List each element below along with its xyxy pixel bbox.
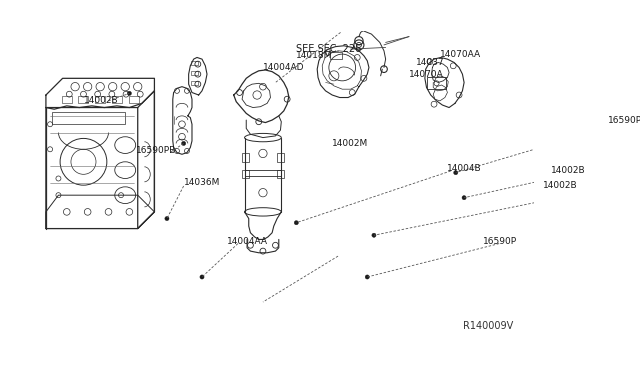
Text: 16590P: 16590P [483, 237, 516, 246]
Circle shape [182, 141, 186, 145]
Text: 16590PB: 16590PB [136, 145, 176, 155]
Text: 14004B: 14004B [447, 164, 481, 173]
Bar [242, 153, 249, 162]
Circle shape [372, 233, 376, 237]
Bar [330, 52, 342, 59]
Bar [95, 96, 105, 103]
Bar [112, 96, 122, 103]
Text: 14004AD: 14004AD [263, 63, 305, 72]
Bar [191, 81, 198, 85]
Text: SEE SEC. 226: SEE SEC. 226 [296, 44, 362, 54]
Circle shape [462, 196, 466, 200]
Text: 14036M: 14036M [184, 178, 220, 187]
Circle shape [200, 275, 204, 279]
Bar [129, 96, 139, 103]
Bar [242, 170, 249, 179]
Text: 16590PA: 16590PA [607, 116, 640, 125]
Text: 14002B: 14002B [543, 181, 577, 190]
Text: R140009V: R140009V [463, 321, 513, 331]
Circle shape [294, 221, 298, 225]
Text: 14002B: 14002B [83, 96, 118, 105]
Bar [191, 61, 198, 65]
Bar [52, 112, 125, 124]
Circle shape [365, 275, 369, 279]
Circle shape [127, 91, 131, 96]
Circle shape [454, 170, 458, 175]
Text: 14002B: 14002B [551, 167, 586, 176]
Text: 14070AA: 14070AA [440, 49, 481, 59]
Text: 14018M: 14018M [296, 51, 333, 60]
Text: 14002M: 14002M [332, 139, 369, 148]
Bar [191, 71, 198, 75]
Text: 14037: 14037 [416, 58, 444, 67]
Text: 14070A: 14070A [409, 70, 444, 78]
Bar [428, 77, 445, 89]
Bar [62, 96, 72, 103]
Bar [79, 96, 88, 103]
Text: 14004AA: 14004AA [227, 237, 268, 246]
Circle shape [165, 217, 169, 221]
Bar [277, 153, 284, 162]
Bar [277, 170, 284, 179]
